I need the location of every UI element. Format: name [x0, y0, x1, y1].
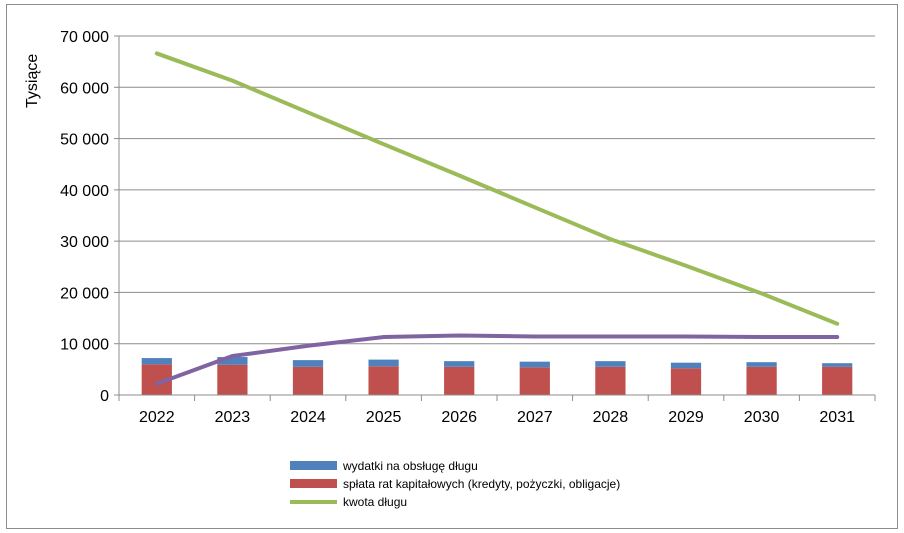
bar — [141, 358, 172, 365]
bar — [217, 364, 248, 395]
x-tick-label: 2031 — [819, 409, 855, 426]
y-tick-label: 20 000 — [60, 285, 109, 302]
bar — [595, 366, 626, 395]
bar — [519, 361, 550, 368]
bar — [217, 357, 248, 365]
chart-frame — [6, 4, 898, 529]
series-line — [154, 51, 840, 326]
bar — [519, 367, 550, 395]
legend-label: wydatki na obsługę długu — [342, 459, 478, 473]
x-tick-label: 2026 — [441, 409, 477, 426]
y-tick-label: 10 000 — [60, 337, 109, 354]
bar — [595, 361, 626, 367]
y-tick-label: 60 000 — [60, 80, 109, 97]
y-tick-label: 50 000 — [60, 132, 109, 149]
y-tick-label: 40 000 — [60, 183, 109, 200]
legend-swatch — [290, 479, 337, 488]
legend-label: kwota długu — [343, 495, 407, 509]
legend: wydatki na obsługę długu spłata rat kapit… — [290, 459, 620, 509]
lines — [154, 51, 840, 386]
bar — [746, 362, 777, 367]
bar — [822, 366, 853, 395]
y-tick-label: 30 000 — [60, 234, 109, 251]
x-tick-label: 2027 — [517, 409, 553, 426]
series-line — [154, 333, 840, 386]
bars — [141, 357, 853, 395]
bar — [368, 359, 399, 367]
bar — [292, 366, 324, 395]
y-tick-label: 0 — [100, 388, 109, 405]
x-tick-label: 2022 — [139, 409, 175, 426]
axes: 0 10 000 20 000 30 000 40 000 50 000 60 000 70 … — [60, 29, 876, 426]
bar — [444, 361, 475, 367]
bar — [670, 362, 702, 369]
bar — [746, 366, 777, 395]
x-tick-label: 2024 — [290, 409, 326, 426]
x-tick-label: 2025 — [366, 409, 402, 426]
legend-label: spłata rat kapitałowych (kredyty, pożycz… — [343, 477, 620, 491]
bar — [822, 363, 853, 367]
x-tick-label: 2023 — [215, 409, 251, 426]
x-tick-label: 2028 — [593, 409, 629, 426]
legend-swatch — [290, 461, 337, 470]
x-tick-label: 2029 — [668, 409, 704, 426]
x-tick-label: 2030 — [744, 409, 780, 426]
bar — [368, 366, 399, 395]
gridlines — [119, 35, 875, 345]
bar — [670, 368, 702, 395]
bar — [444, 366, 475, 395]
y-tick-label: 70 000 — [60, 29, 109, 46]
y-axis-title: Tysiące — [24, 54, 41, 108]
bar — [292, 360, 324, 367]
